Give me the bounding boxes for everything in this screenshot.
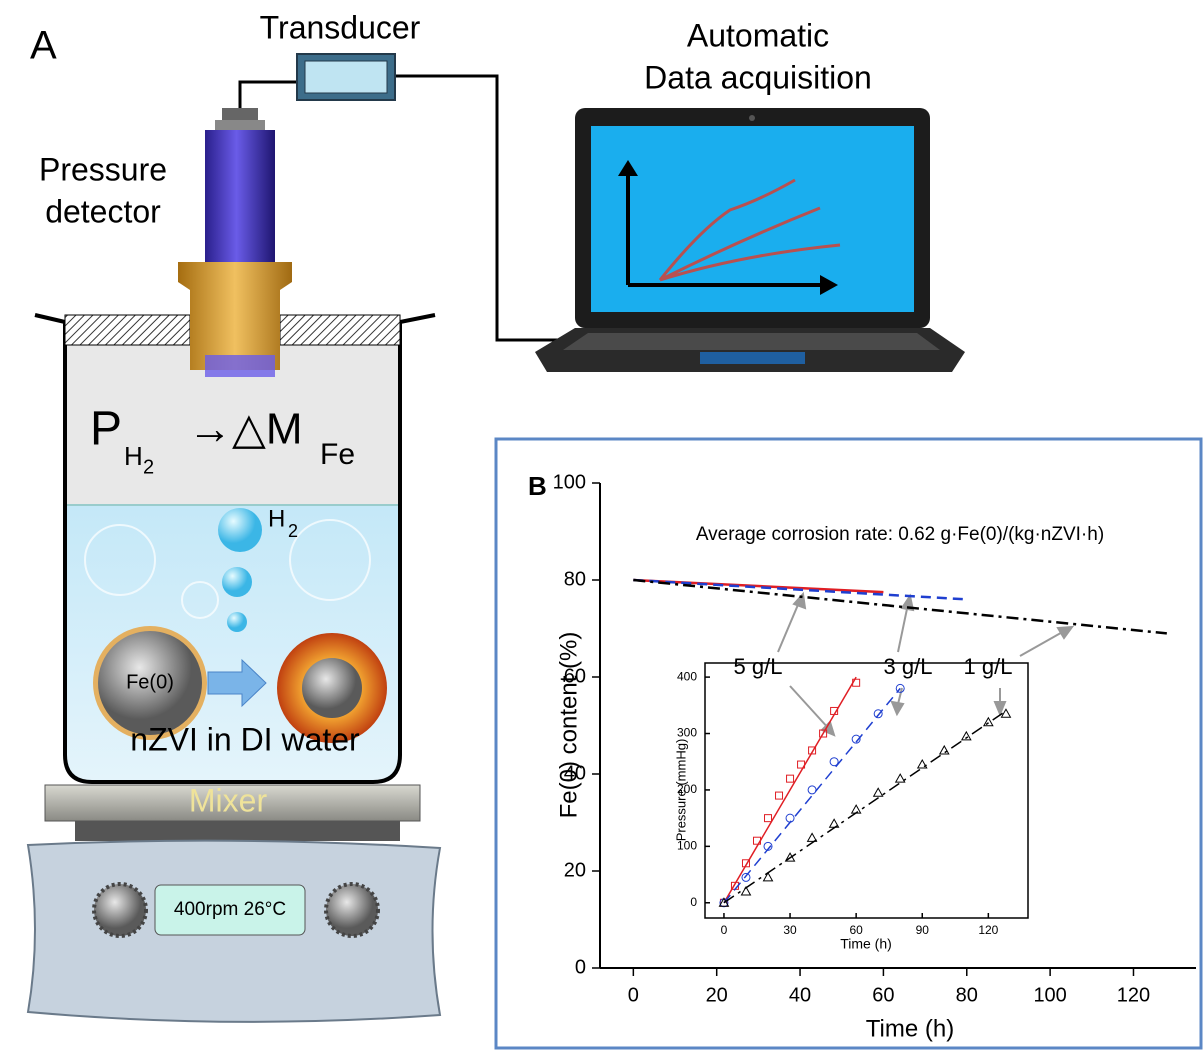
camera xyxy=(749,115,755,121)
lid xyxy=(280,315,400,345)
y-tick-label: 100 xyxy=(677,839,697,853)
h2-label: H xyxy=(268,505,285,532)
h2-label: 2 xyxy=(288,521,298,541)
x-tick-label: 120 xyxy=(1117,984,1150,1006)
x-tick-label: 30 xyxy=(783,923,797,937)
particle-label: Fe(0) xyxy=(126,671,174,693)
inset-x-label: Time (h) xyxy=(840,936,892,952)
keyboard xyxy=(563,333,940,350)
mixer-stem xyxy=(75,821,400,841)
corroded-core xyxy=(302,658,362,718)
x-tick-label: 60 xyxy=(849,923,863,937)
formula: H xyxy=(124,441,143,471)
x-tick-label: 120 xyxy=(978,923,998,937)
y-tick-label: 40 xyxy=(564,762,586,784)
acquisition-label: Automatic xyxy=(687,17,829,53)
medium-label: nZVI in DI water xyxy=(130,721,360,757)
y-tick-label: 80 xyxy=(564,568,586,590)
y-axis-label: Fe(0) content (%) xyxy=(555,632,582,819)
transducer-label: Transducer xyxy=(260,9,421,45)
y-tick-label: 300 xyxy=(677,726,697,740)
lid xyxy=(65,315,190,345)
formula: →△M xyxy=(188,405,303,454)
h2-bubble xyxy=(227,612,247,632)
x-tick-label: 40 xyxy=(789,984,811,1006)
formula: P xyxy=(90,403,122,456)
h2-bubble xyxy=(218,508,262,552)
display-text: 400rpm 26°C xyxy=(174,899,286,920)
annotation: Average corrosion rate: 0.62 g·Fe(0)/(kg… xyxy=(696,524,1104,545)
y-tick-label: 60 xyxy=(564,665,586,687)
sensor-tip xyxy=(205,355,275,377)
x-tick-label: 100 xyxy=(1033,984,1066,1006)
h2-bubble xyxy=(222,567,252,597)
knob xyxy=(326,884,378,936)
formula: 2 xyxy=(143,456,154,478)
wire xyxy=(240,76,575,340)
y-tick-label: 100 xyxy=(553,471,586,493)
y-tick-label: 20 xyxy=(564,859,586,881)
x-tick-label: 0 xyxy=(721,923,728,937)
knob xyxy=(94,884,146,936)
series-label: 3 g/L xyxy=(884,654,933,679)
y-tick-label: 0 xyxy=(575,956,586,978)
x-tick-label: 90 xyxy=(916,923,930,937)
detector-label: detector xyxy=(45,193,161,229)
formula: Fe xyxy=(320,438,355,471)
detector-cap xyxy=(222,108,258,122)
figure: A Transducer Automatic Data acquisition … xyxy=(0,0,1204,1053)
touchpad xyxy=(700,352,805,364)
y-tick-label: 0 xyxy=(690,895,697,909)
y-tick-label: 400 xyxy=(677,669,697,683)
mixer-label: Mixer xyxy=(189,782,268,818)
x-tick-label: 80 xyxy=(956,984,978,1006)
panel-label: B xyxy=(528,471,547,501)
panel-label: A xyxy=(30,24,57,68)
acquisition-label: Data acquisition xyxy=(644,59,872,95)
detector-body xyxy=(205,130,275,262)
y-tick-label: 200 xyxy=(677,782,697,796)
x-tick-label: 60 xyxy=(872,984,894,1006)
detector-label: Pressure xyxy=(39,151,167,187)
fitting xyxy=(178,262,292,370)
inset-frame xyxy=(705,663,1028,918)
x-tick-label: 20 xyxy=(706,984,728,1006)
x-tick-label: 0 xyxy=(628,984,639,1006)
series-label: 5 g/L xyxy=(734,654,783,679)
series-label: 1 g/L xyxy=(964,654,1013,679)
x-axis-label: Time (h) xyxy=(866,1015,954,1042)
transducer-face xyxy=(305,61,387,93)
